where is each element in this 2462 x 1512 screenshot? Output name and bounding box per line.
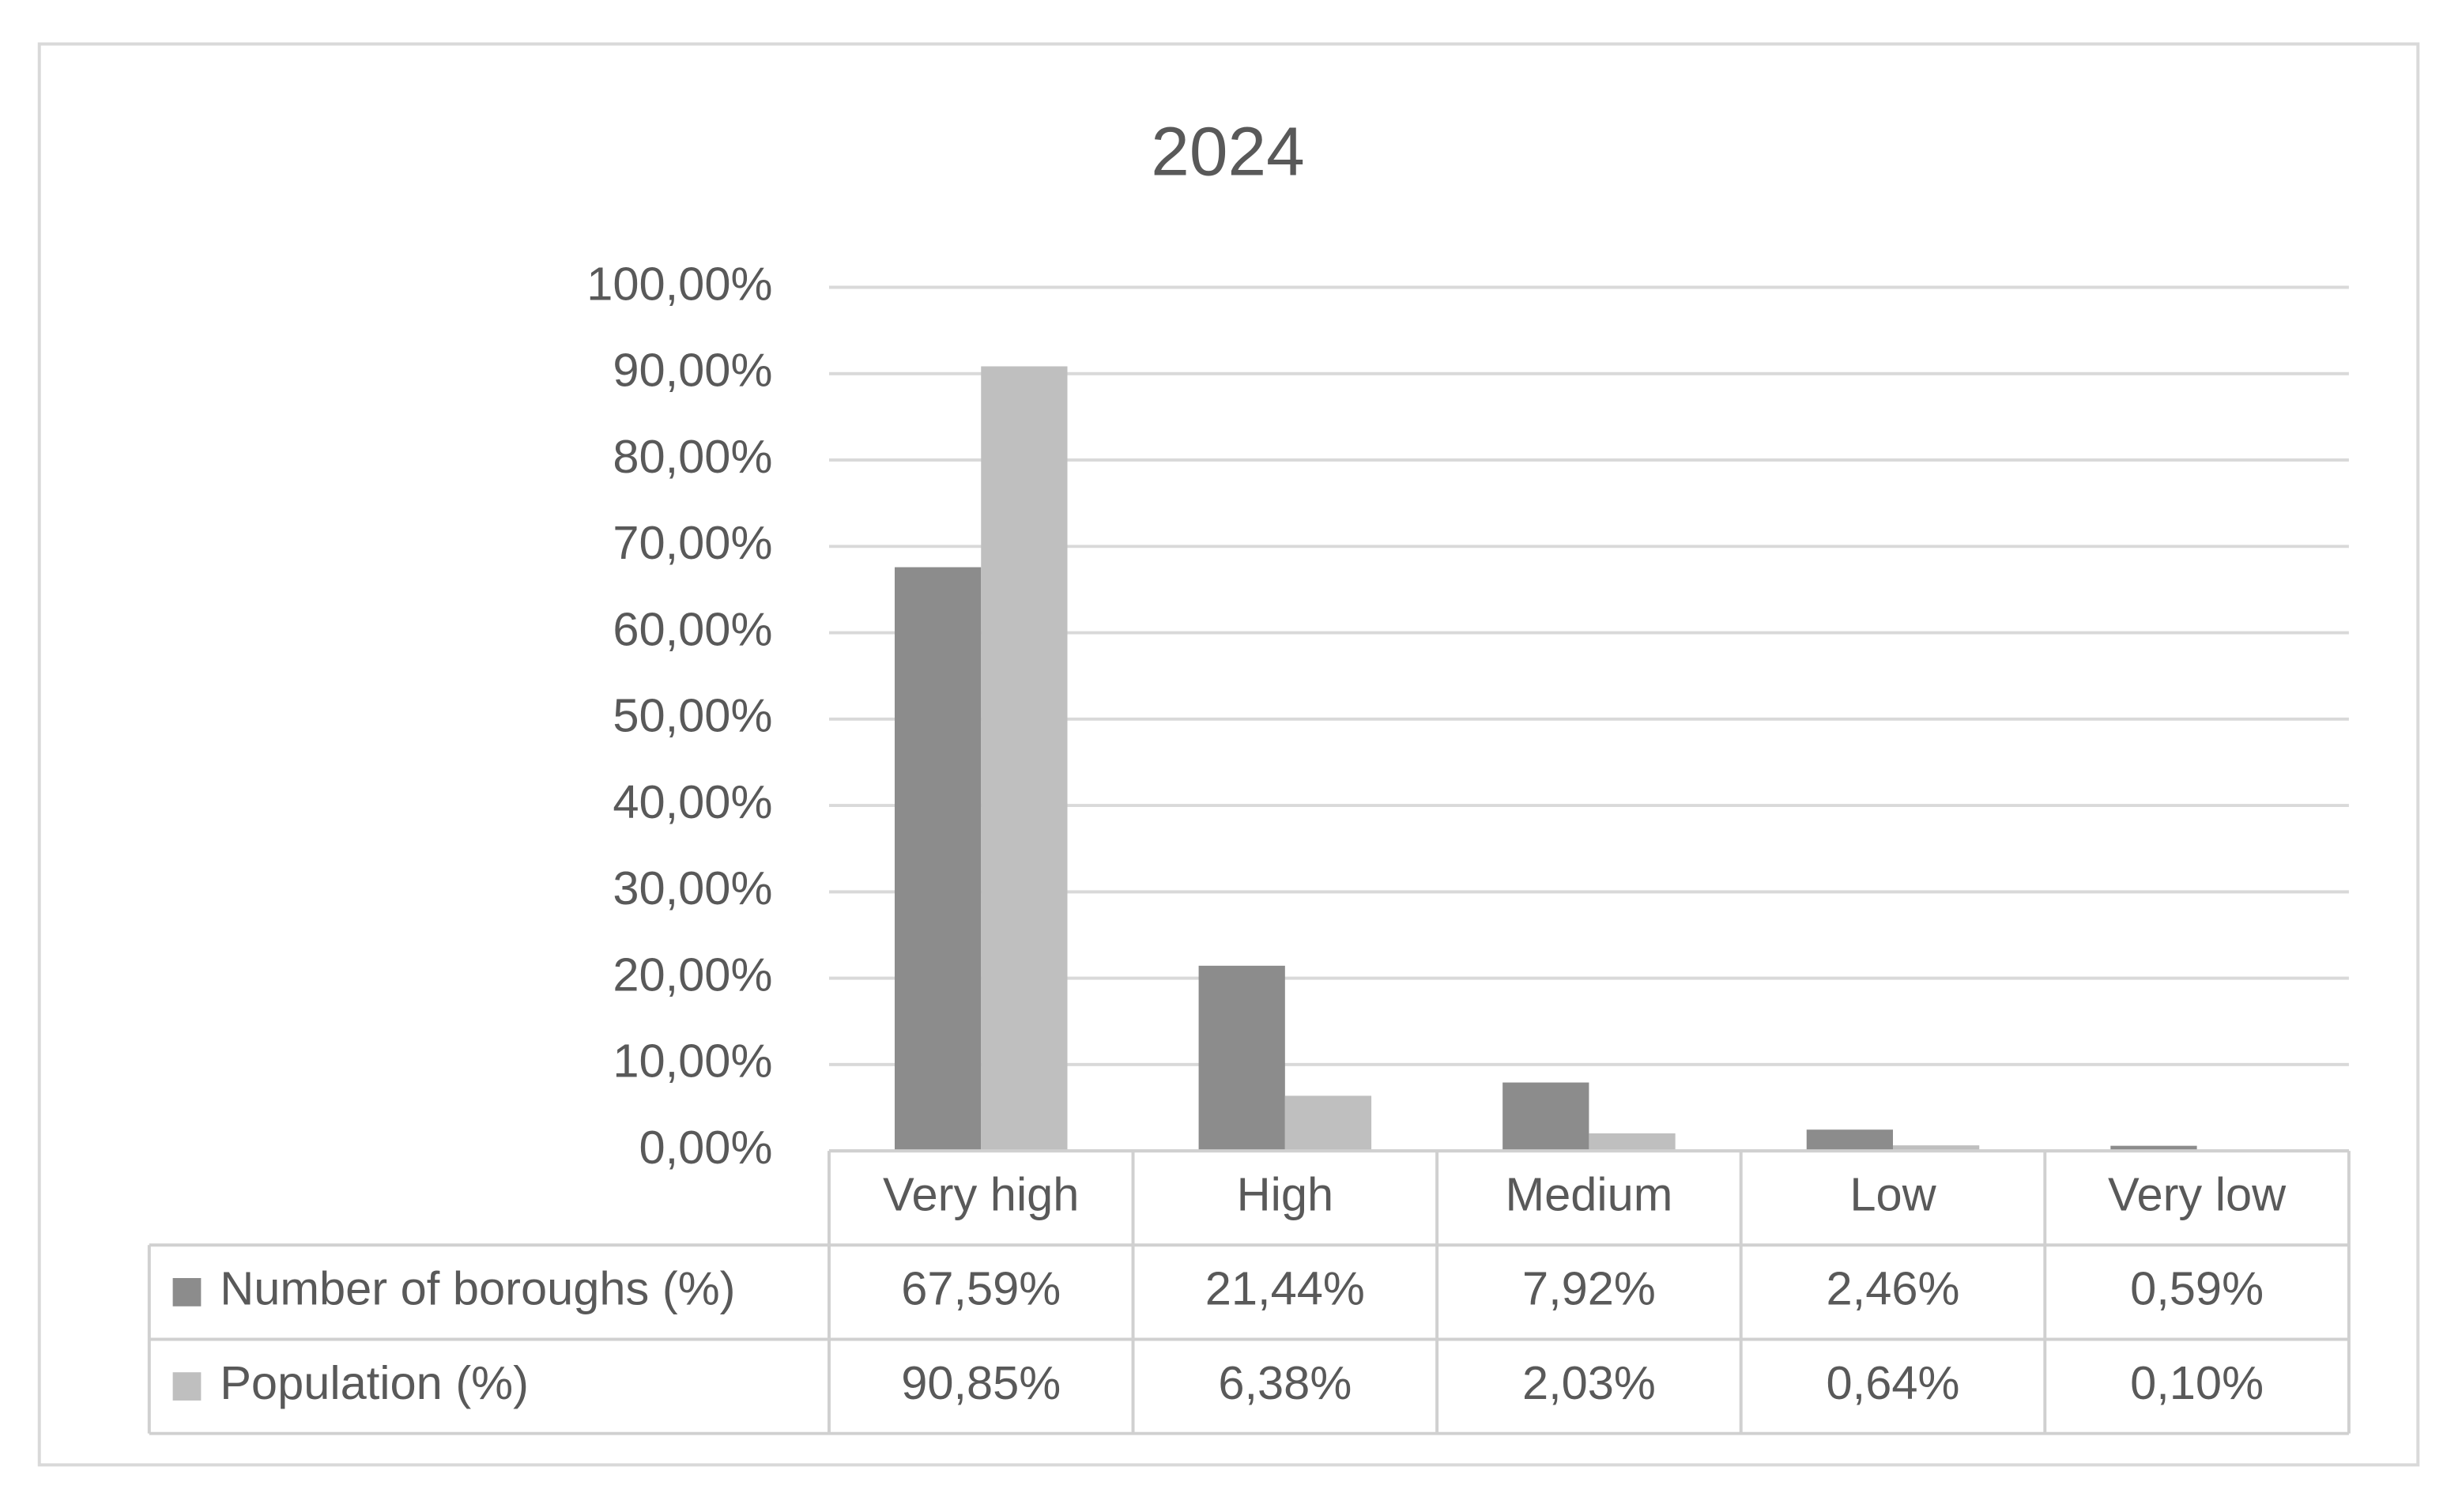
table-cell: 6,38% — [1218, 1356, 1352, 1409]
table-cell: 67,59% — [901, 1262, 1061, 1315]
x-tick-label: High — [1237, 1167, 1334, 1220]
legend-label: Population (%) — [220, 1356, 529, 1409]
y-tick-label: 10,00% — [613, 1035, 772, 1088]
y-tick-label: 50,00% — [613, 689, 772, 742]
bar — [981, 366, 1068, 1152]
legend-key — [172, 1278, 202, 1307]
y-tick-label: 0,00% — [639, 1121, 773, 1174]
y-tick-label: 100,00% — [586, 257, 772, 310]
table-cell: 90,85% — [901, 1356, 1061, 1409]
table-cell: 0,10% — [2130, 1356, 2264, 1409]
table-cell: 2,46% — [1827, 1262, 1960, 1315]
table-cell: 21,44% — [1205, 1262, 1365, 1315]
bar — [1198, 965, 1285, 1152]
bar — [1893, 1145, 1980, 1152]
bar — [2110, 1145, 2197, 1152]
bar — [894, 567, 982, 1152]
table-cell: 0,59% — [2130, 1262, 2264, 1315]
legend-label: Number of boroughs (%) — [220, 1262, 735, 1315]
bar — [1284, 1095, 1372, 1152]
chart-border — [37, 42, 2420, 1467]
legend-key — [172, 1372, 202, 1401]
y-tick-label: 90,00% — [613, 344, 772, 397]
table-cell: 0,64% — [1827, 1356, 1960, 1409]
chart-title: 2024 — [1151, 113, 1304, 190]
x-tick-label: Very low — [2108, 1167, 2287, 1220]
table-cell: 2,03% — [1522, 1356, 1656, 1409]
bar — [1589, 1133, 1676, 1152]
x-tick-label: Medium — [1505, 1167, 1672, 1220]
y-tick-label: 80,00% — [613, 430, 772, 483]
x-tick-label: Low — [1849, 1167, 1936, 1220]
bar — [1502, 1082, 1589, 1152]
table-cell: 7,92% — [1522, 1262, 1656, 1315]
y-tick-label: 30,00% — [613, 862, 772, 914]
y-tick-label: 40,00% — [613, 775, 772, 828]
bar — [1806, 1129, 1894, 1152]
y-tick-label: 70,00% — [613, 516, 772, 569]
y-tick-label: 60,00% — [613, 602, 772, 655]
y-tick-label: 20,00% — [613, 948, 772, 1001]
x-tick-label: Very high — [883, 1167, 1079, 1220]
